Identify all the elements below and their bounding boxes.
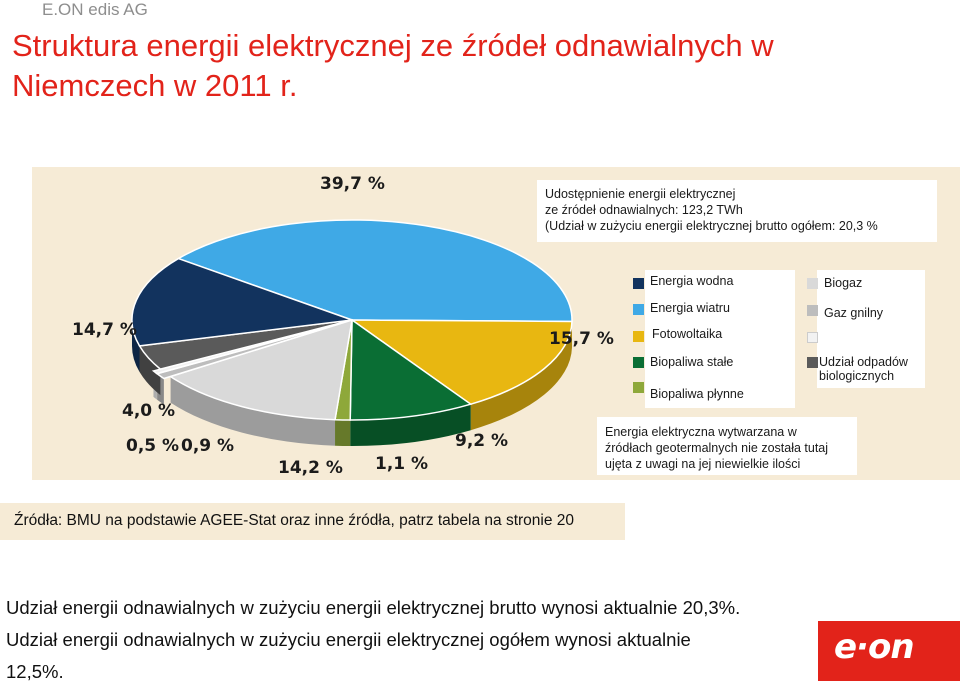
legend-label-energia-wodna: Energia wodna [650, 274, 734, 288]
footer-line-2: Udział energii odnawialnych w zużyciu en… [6, 629, 691, 650]
slice-label-gaz-gnilny: 0,9 % [181, 436, 234, 456]
slice-label-woda: 14,7 % [72, 320, 137, 340]
pie-slice-biopaliwa-stale [349, 318, 473, 421]
pie-side-woda [132, 320, 140, 372]
slice-label-fotowoltaika: 15,7 % [549, 329, 614, 349]
pie-side-biopaliwa-plynne [335, 419, 351, 446]
legend-label-gaz-gnilny: Gaz gnilny [824, 306, 884, 320]
pie-slice-fotowoltaika [349, 319, 573, 406]
legend-background [645, 270, 795, 408]
pie-side-biogaz [170, 376, 336, 446]
pie-side-fotowoltaika [470, 321, 572, 431]
legend-swatch-biopaliwa-plynne [633, 382, 644, 393]
info-box-text: Udostępnienie energii elektrycznej ze źr… [545, 187, 878, 233]
legend-label-biopaliwa-stale: Biopaliwa stałe [650, 355, 734, 369]
pie-slice-woda [131, 257, 353, 347]
legend-label-biogaz: Biogaz [824, 276, 863, 290]
legend-swatch-fotowoltaika [633, 331, 644, 342]
legend-label-odpady: Udział odpadów biologicznych [819, 355, 908, 383]
company-name: E.ON edis AG [42, 0, 148, 19]
slice-label-biogaz: 14,2 % [278, 458, 343, 478]
legend-label-fotowoltaika: Fotowoltaika [652, 327, 723, 341]
page-title: Struktura energii elektrycznej ze źródeł… [12, 28, 774, 103]
footer-line-3: 12,5%. [6, 661, 64, 682]
legend-background-right [817, 270, 925, 388]
slice-label-wiatr: 39,7 % [320, 174, 385, 194]
slice-label-biopaliwa-stale: 9,2 % [455, 431, 508, 451]
eon-logo: e·on [818, 621, 960, 681]
legend-swatch-unlabeled [807, 332, 818, 343]
source-background [0, 503, 625, 540]
geo-note-text: Energia elektryczna wytwarzana w źródłac… [605, 425, 829, 471]
legend-swatch-energia-wiatru [633, 304, 644, 315]
geo-note-box [597, 417, 857, 475]
legend-swatch-biopaliwa-stale [633, 357, 644, 368]
pie-labels: 39,7 % 15,7 % 9,2 % 1,1 % 14,2 % 0,9 % 0… [72, 174, 614, 478]
footer-line-1: Udział energii odnawialnych w zużyciu en… [6, 597, 741, 618]
slice-label-odpady: 4,0 % [122, 401, 175, 421]
pie-depth [132, 320, 572, 446]
legend-label-biopaliwa-plynne: Biopaliwa płynne [650, 387, 744, 401]
source-note: Źródła: BMU na podstawie AGEE-Stat oraz … [14, 512, 575, 529]
legend-swatch-biogaz [807, 278, 818, 289]
legend-swatch-energia-wodna [633, 278, 644, 289]
pie-side-biopaliwa-stale [350, 404, 471, 446]
slice-label-biopaliwa-plynne: 1,1 % [375, 454, 428, 474]
info-box [537, 180, 937, 242]
legend-swatch-gaz-gnilny [807, 305, 818, 316]
pie-slice-wiatr [176, 219, 573, 323]
slice-label-unlabeled: 0,5 % [126, 436, 179, 456]
logo-text: e·on [834, 627, 915, 667]
pie-side-odpady [139, 345, 161, 396]
legend-swatch-odpady [807, 357, 818, 368]
legend-label-energia-wiatru: Energia wiatru [650, 301, 730, 315]
pie-slice-biogaz [168, 318, 353, 421]
pie-slices [131, 219, 573, 421]
